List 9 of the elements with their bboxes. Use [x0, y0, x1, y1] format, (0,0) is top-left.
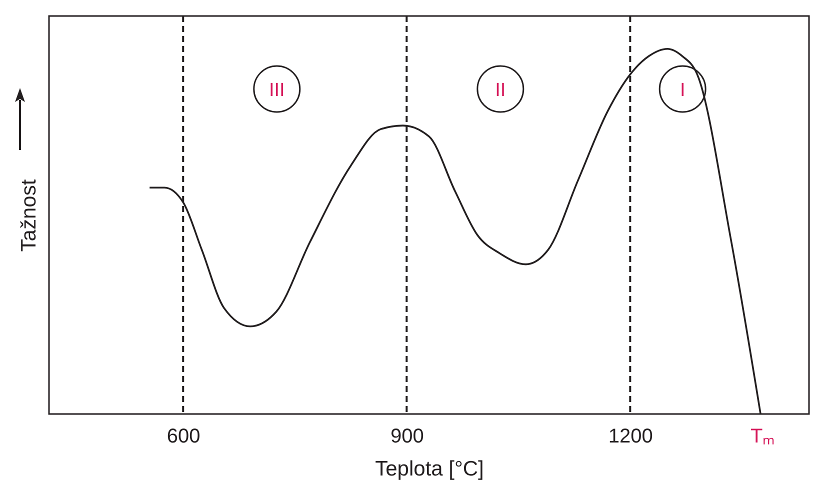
- annotation: I: [680, 80, 686, 101]
- x-tick-label: 900: [390, 426, 424, 448]
- annotation: II: [495, 80, 506, 101]
- x-tick-label: 600: [166, 426, 200, 448]
- x-axis-title: Teplota [°C]: [375, 458, 484, 480]
- x-tick-label: 1200: [608, 426, 653, 448]
- x-tick-label: Tₘ: [750, 426, 775, 448]
- y-axis-title: Tažnost: [18, 179, 40, 252]
- annotation: III: [268, 80, 285, 101]
